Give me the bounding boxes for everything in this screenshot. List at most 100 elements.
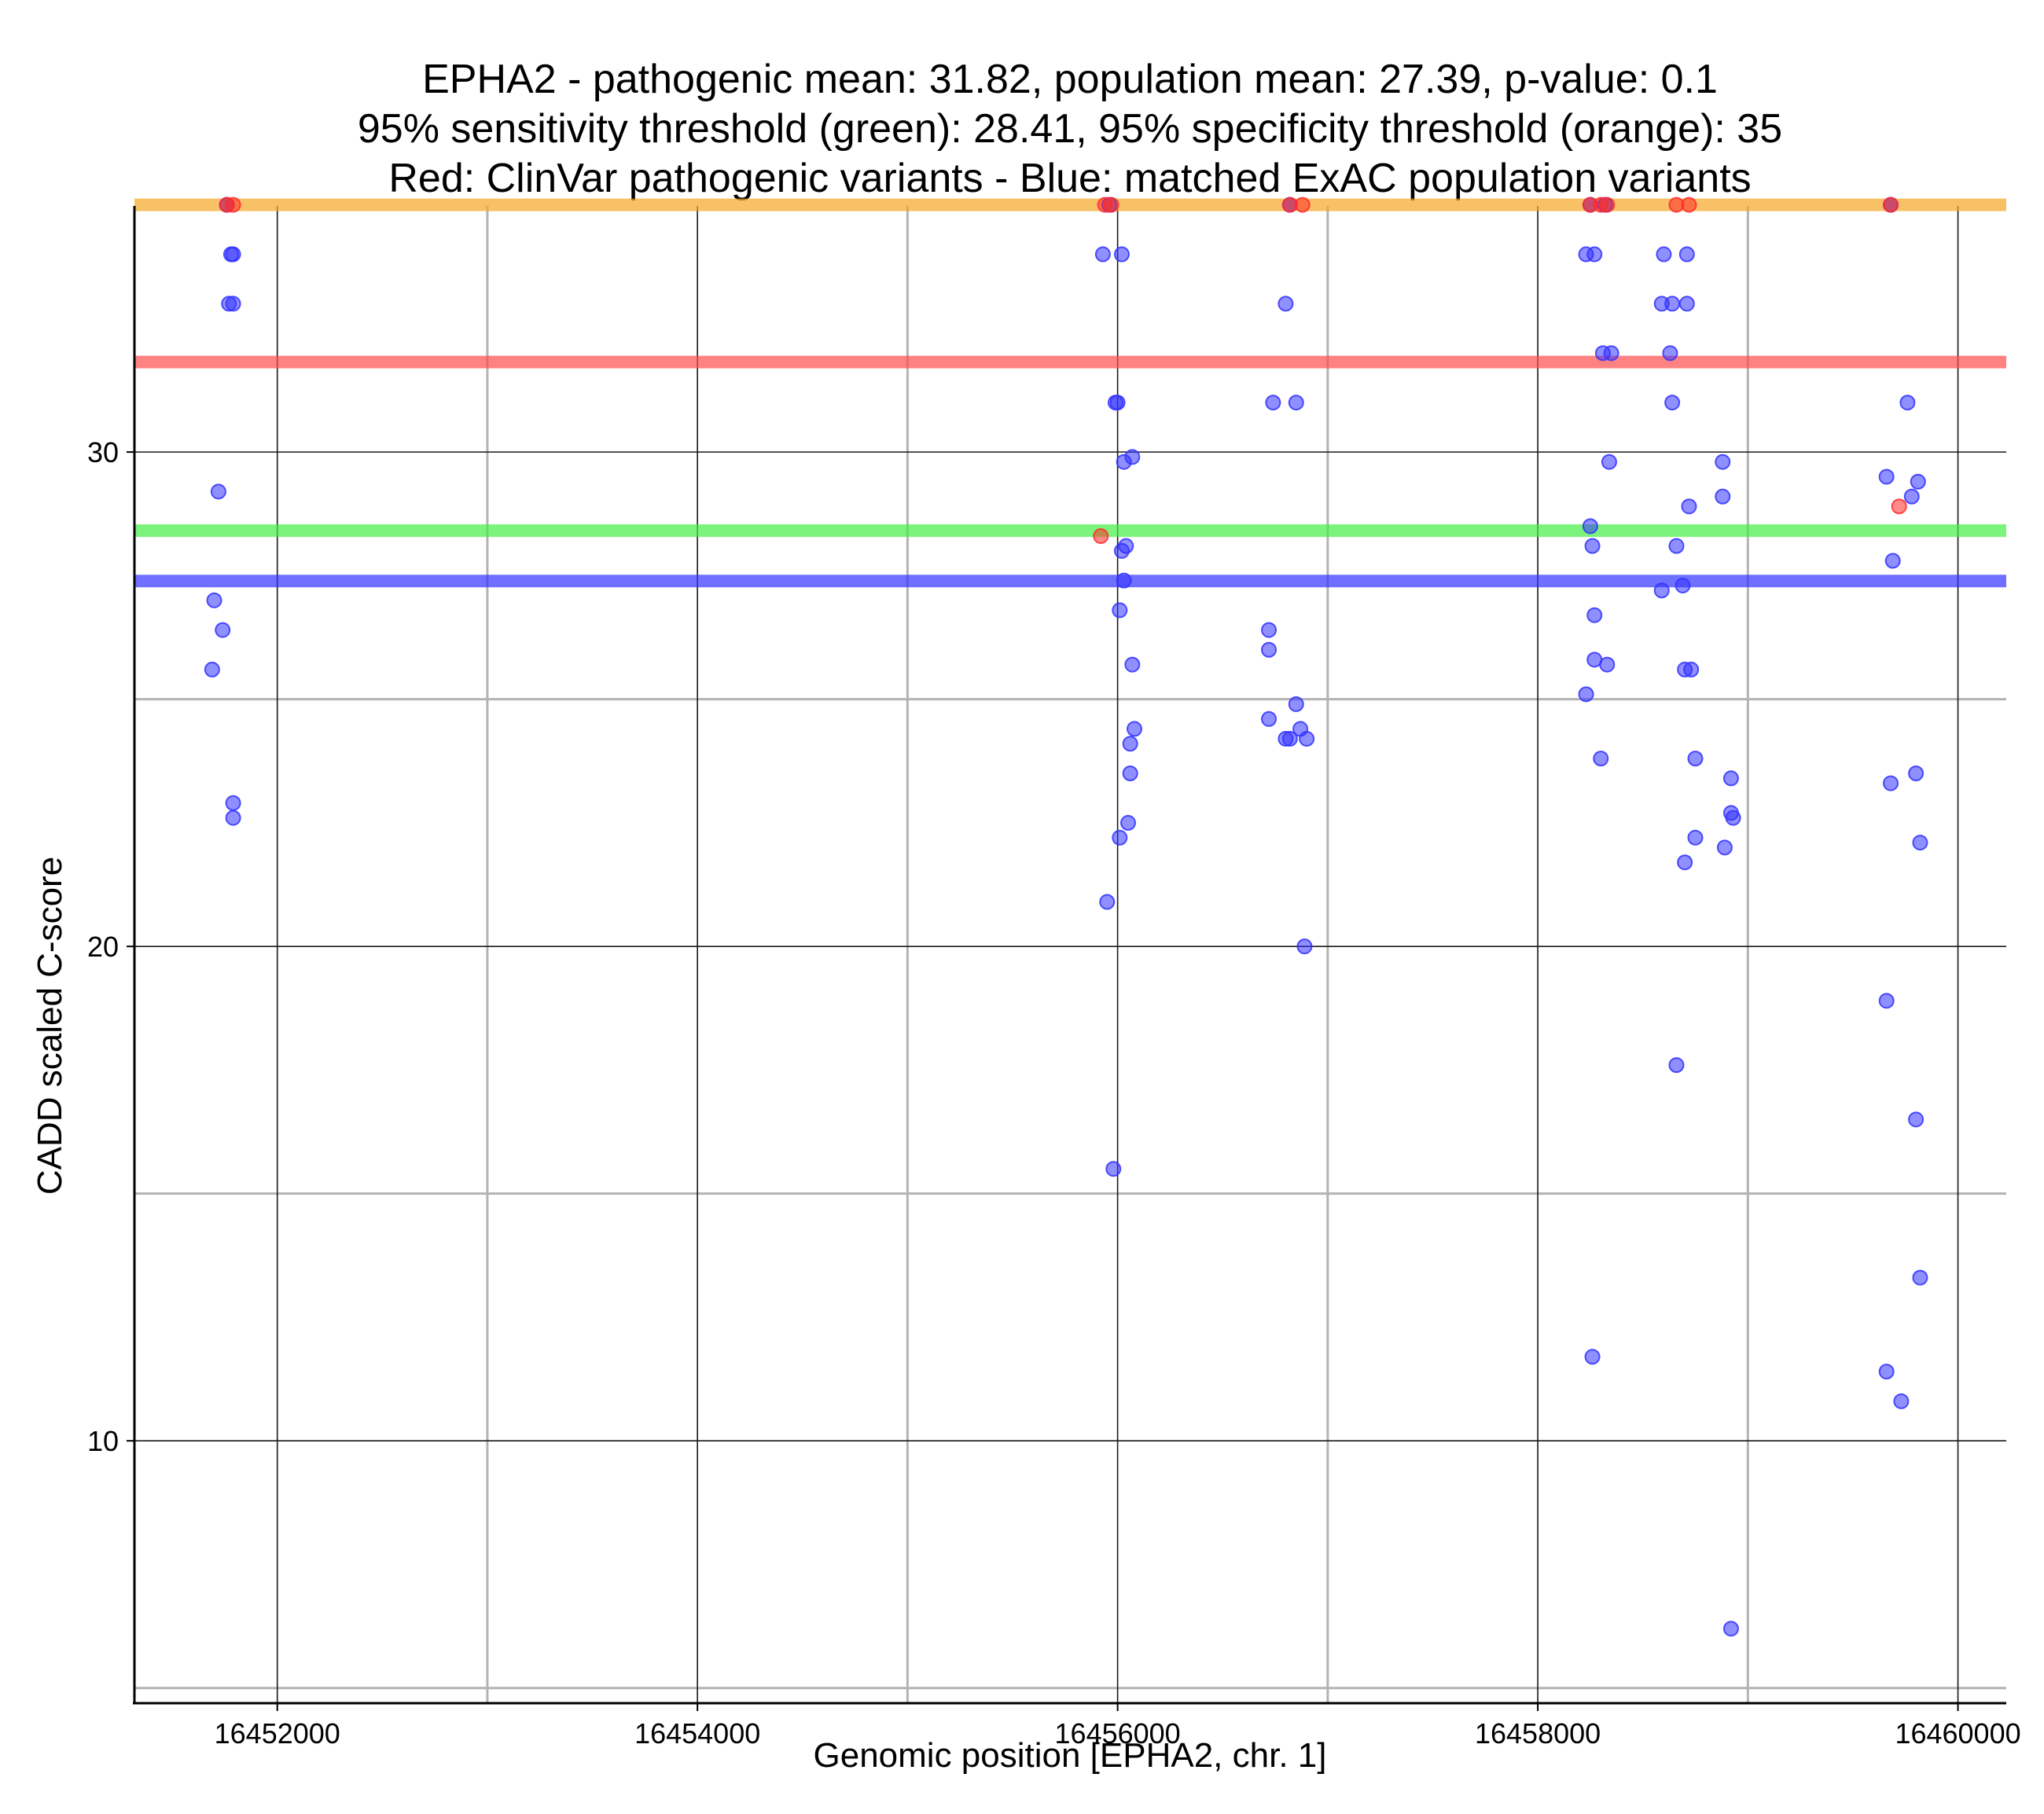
data-point	[1093, 528, 1109, 545]
data-point	[1653, 582, 1670, 599]
data-point	[1716, 839, 1733, 856]
data-point	[1112, 602, 1128, 619]
minor-gridlines	[134, 206, 2006, 1703]
data-point	[1122, 736, 1138, 752]
x-tick-label: 16458000	[1475, 1717, 1601, 1750]
data-point	[1883, 196, 1899, 213]
data-point	[225, 795, 241, 811]
data-point	[1119, 814, 1136, 831]
data-point	[1261, 641, 1278, 658]
data-point	[1891, 498, 1907, 515]
data-point	[1687, 751, 1704, 767]
data-point	[1664, 395, 1681, 411]
data-point	[1584, 538, 1601, 554]
data-point	[1296, 938, 1313, 955]
data-point	[1722, 1621, 1739, 1637]
data-point	[1908, 1111, 1925, 1128]
data-point	[1664, 296, 1681, 312]
data-point	[1878, 1364, 1895, 1380]
data-point	[1681, 196, 1697, 213]
data-point	[1912, 1269, 1928, 1286]
data-point	[1116, 572, 1132, 589]
data-point	[225, 246, 241, 263]
data-point	[1675, 577, 1691, 593]
data-point	[1288, 395, 1304, 411]
data-point	[225, 196, 241, 213]
data-point	[1593, 751, 1609, 767]
y-tick-label: 10	[87, 1425, 119, 1457]
data-point	[1265, 395, 1281, 411]
data-point	[1715, 488, 1731, 505]
data-point	[1124, 656, 1141, 673]
data-point	[1105, 1161, 1122, 1177]
x-tick-label: 16454000	[634, 1717, 760, 1750]
data-point	[1582, 518, 1598, 534]
data-point	[1678, 246, 1695, 263]
x-tick-label: 16460000	[1895, 1717, 2020, 1750]
data-point	[215, 622, 231, 638]
data-point	[1903, 488, 1920, 505]
y-axis-title: CADD scaled C-score	[31, 857, 69, 1195]
data-point	[1603, 345, 1619, 362]
data-point	[204, 661, 220, 677]
data-point	[1722, 770, 1739, 787]
major-gridlines	[134, 206, 2006, 1703]
data-point	[1681, 498, 1697, 515]
data-point	[1878, 468, 1895, 485]
data-point	[1113, 246, 1130, 263]
data-point	[1584, 1349, 1601, 1365]
y-axis-ticks: 10 20 30	[87, 436, 134, 1457]
data-point	[1910, 473, 1926, 490]
data-point	[225, 810, 241, 826]
data-point	[1278, 296, 1294, 312]
data-point	[1668, 538, 1685, 554]
data-point	[1884, 553, 1901, 569]
data-point	[1294, 196, 1311, 213]
data-point	[206, 592, 222, 608]
data-point	[1899, 395, 1916, 411]
data-point	[1668, 1057, 1685, 1074]
x-axis-title: Genomic position [EPHA2, chr. 1]	[814, 1736, 1327, 1775]
data-point	[1893, 1393, 1910, 1409]
data-point	[1099, 894, 1116, 910]
data-point	[1715, 454, 1731, 470]
data-point	[1288, 696, 1304, 712]
data-point	[1687, 829, 1704, 846]
reference-lines	[134, 198, 2006, 588]
data-point	[1678, 296, 1695, 312]
x-tick-label: 16456000	[1055, 1717, 1181, 1750]
data-point	[1299, 730, 1315, 747]
data-point	[1586, 246, 1603, 263]
data-point	[1124, 449, 1141, 465]
x-axis-ticks: 16452000 16454000 16456000 16458000 16460000	[215, 1703, 2021, 1750]
data-point	[1883, 775, 1899, 791]
data-point	[1109, 395, 1126, 411]
data-point	[1912, 835, 1928, 851]
chart-title-line-3: Red: ClinVar pathogenic variants - Blue:…	[388, 156, 1751, 201]
chart-title-line-1: EPHA2 - pathogenic mean: 31.82, populati…	[422, 57, 1718, 102]
data-point	[1127, 721, 1143, 737]
data-point	[1112, 829, 1128, 846]
data-point	[1599, 196, 1616, 213]
data-point	[1261, 622, 1278, 638]
data-point	[1103, 196, 1119, 213]
data-point	[1094, 246, 1111, 263]
data-points	[204, 196, 1928, 1637]
data-point	[1725, 810, 1741, 826]
data-point	[1662, 345, 1678, 362]
data-point	[210, 483, 226, 500]
y-tick-label: 30	[87, 436, 119, 468]
data-point	[1261, 711, 1278, 727]
chart-title-line-2: 95% sensitivity threshold (green): 28.41…	[358, 106, 1782, 152]
data-point	[1677, 854, 1693, 871]
data-point	[1683, 661, 1700, 677]
data-point	[1578, 686, 1594, 703]
x-tick-label: 16452000	[215, 1717, 340, 1750]
data-point	[1122, 766, 1138, 781]
y-tick-label: 20	[87, 931, 119, 963]
data-point	[1601, 454, 1617, 470]
data-point	[1281, 730, 1298, 747]
data-point	[1118, 538, 1134, 554]
data-point	[1656, 246, 1672, 263]
